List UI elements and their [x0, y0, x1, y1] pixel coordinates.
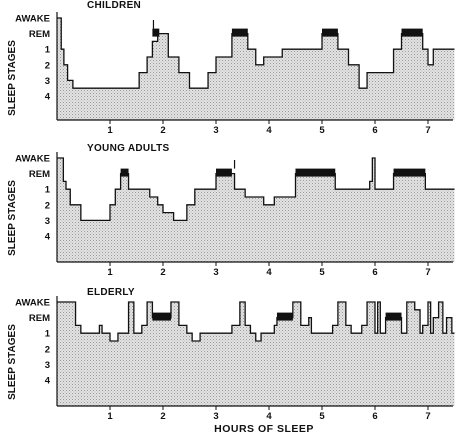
sleep-area: [57, 18, 455, 120]
panel-title: ELDERLY: [87, 287, 135, 298]
x-tick-label: 1: [107, 125, 113, 136]
rem-bar: [231, 28, 248, 37]
x-tick-label: 1: [107, 411, 113, 422]
y-tick-label: 3: [45, 216, 50, 227]
panel-title: CHILDREN: [87, 0, 141, 11]
y-tick-label: 4: [45, 376, 51, 387]
x-tick-label: 1: [107, 267, 113, 278]
y-axis-label: SLEEP STAGES: [7, 324, 18, 400]
panel: CHILDREN AWAKE REM 1 2 3 4 1 2 3 4 5 6 7: [15, 0, 455, 136]
rem-bar: [120, 168, 129, 177]
y-tick-label: 4: [45, 232, 51, 243]
stage-line: [57, 157, 455, 222]
y-tick-label: 3: [45, 76, 50, 87]
y-tick-label: REM: [29, 313, 50, 324]
y-tick-label: 2: [45, 344, 50, 355]
rem-bar: [152, 28, 160, 37]
y-tick-label: 2: [45, 200, 50, 211]
x-tick-label: 7: [425, 411, 430, 422]
y-tick-label: 3: [45, 360, 50, 371]
x-tick-label: 2: [160, 411, 165, 422]
rem-bar: [401, 28, 423, 37]
y-tick-label: 1: [45, 185, 51, 196]
y-tick-label: 2: [45, 60, 50, 71]
sleep-area: [57, 302, 455, 406]
panel-title: YOUNG ADULTS: [87, 143, 170, 154]
panel: YOUNG ADULTS AWAKE REM 1 2 3 4 1 2 3 4 5 6 7: [15, 143, 455, 278]
y-tick-label: AWAKE: [15, 14, 50, 25]
x-tick-label: 7: [425, 125, 430, 136]
x-tick-label: 4: [266, 267, 272, 278]
x-tick-label: 4: [266, 125, 272, 136]
y-tick-label: REM: [29, 29, 50, 40]
x-tick-label: 6: [372, 411, 377, 422]
y-axis-label: SLEEP STAGES: [7, 180, 18, 256]
x-tick-label: 2: [160, 267, 165, 278]
x-tick-label: 5: [319, 125, 325, 136]
x-tick-label: 5: [319, 267, 325, 278]
rem-bar: [393, 168, 426, 177]
y-tick-label: REM: [29, 169, 50, 180]
x-tick-label: 6: [372, 267, 377, 278]
panel: ELDERLY AWAKE REM 1 2 3 4 1 2 3 4 5 6 7: [15, 287, 455, 422]
y-tick-label: AWAKE: [15, 154, 50, 165]
x-tick-label: 6: [372, 125, 377, 136]
panels: CHILDREN AWAKE REM 1 2 3 4 1 2 3 4 5 6 7 YOUNG ADULTS A…: [15, 0, 455, 422]
y-tick-label: AWAKE: [15, 298, 50, 309]
x-axis-label: HOURS OF SLEEP: [214, 423, 314, 435]
y-tick-label: 1: [45, 45, 51, 56]
rem-bar: [152, 312, 171, 321]
rem-bar: [322, 28, 338, 37]
x-tick-label: 3: [213, 125, 218, 136]
rem-bar: [295, 168, 336, 177]
stage-line: [57, 301, 455, 342]
x-tick-label: 3: [213, 411, 218, 422]
x-tick-label: 3: [213, 267, 218, 278]
y-axis-label: SLEEP STAGES: [7, 40, 18, 116]
x-tick-label: 2: [160, 125, 165, 136]
y-tick-label: 1: [45, 329, 51, 340]
x-tick-label: 4: [266, 411, 272, 422]
x-tick-label: 5: [319, 411, 325, 422]
rem-bar: [385, 312, 402, 321]
rem-bar: [216, 168, 232, 177]
sleep-area: [57, 158, 455, 262]
y-tick-label: 4: [45, 92, 51, 103]
x-tick-label: 7: [425, 267, 430, 278]
rem-bar: [276, 312, 293, 321]
